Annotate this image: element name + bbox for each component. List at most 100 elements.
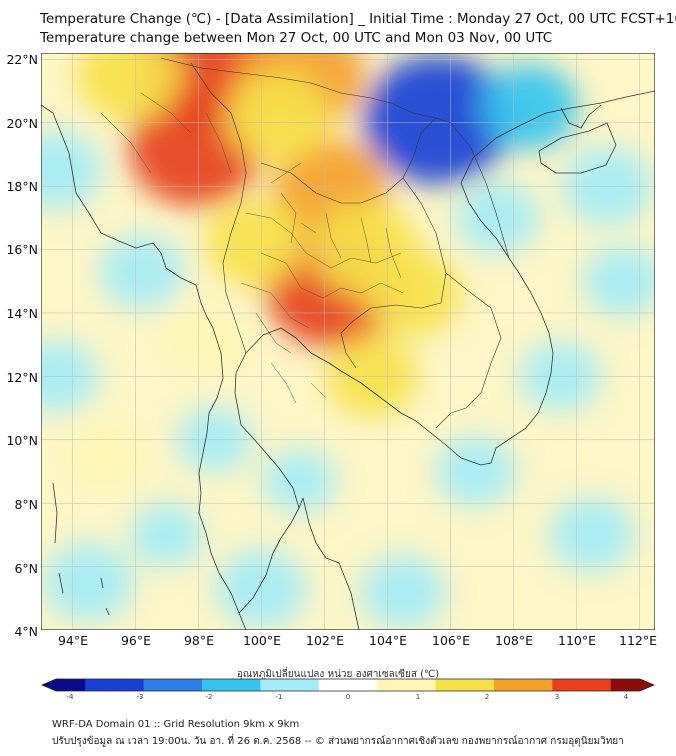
colorbar-segment [479, 679, 495, 691]
colorbar-min-extend [42, 679, 56, 691]
colorbar-segment [202, 679, 218, 691]
colorbar-segment [537, 679, 553, 691]
lon-label-104e: 104°E [368, 633, 408, 648]
cold-anomaly [480, 64, 578, 150]
lon-label-106e: 106°E [431, 633, 471, 648]
colorbar-segment [625, 679, 641, 691]
colorbar-segment [567, 679, 583, 691]
temperature-field [41, 53, 655, 629]
warm-anomaly [63, 420, 144, 491]
lat-label-20n: 20°N [6, 116, 38, 131]
colorbar-segment [508, 679, 524, 691]
colorbar-segment [581, 679, 597, 691]
colorbar-segment [187, 679, 203, 691]
colorbar-segment [362, 679, 378, 691]
border-china [160, 57, 437, 119]
colorbar-tick: 0 [345, 693, 351, 701]
colorbar-segment [450, 679, 466, 691]
border-thai-laos [260, 162, 447, 309]
border-cambodia-vietnam [435, 272, 502, 429]
coastline-myanmar-west [41, 104, 207, 316]
colorbar-segment [391, 679, 407, 691]
lat-label-8n: 8°N [14, 497, 38, 512]
colorbar-segment [435, 679, 451, 691]
colorbar [40, 678, 656, 692]
colorbar-segment [260, 679, 276, 691]
warm-anomaly [224, 70, 330, 163]
colorbar-segment [172, 679, 188, 691]
lon-label-96e: 96°E [120, 633, 152, 648]
province-lines [100, 92, 404, 404]
colorbar-segment [70, 679, 86, 691]
warm-anomaly [363, 251, 462, 337]
colorbar-segment [114, 679, 130, 691]
colorbar-segment [289, 679, 305, 691]
colorbar-tick: 2 [484, 693, 490, 701]
cold-anomaly [43, 543, 134, 622]
colorbar-segment [56, 679, 72, 691]
lat-label-14n: 14°N [6, 306, 38, 321]
coastline-tonkin [460, 90, 655, 259]
colorbar-tick: -1 [275, 693, 283, 701]
colorbar-segment [216, 679, 232, 691]
colorbar-segment [552, 679, 568, 691]
colorbar-segment [464, 679, 480, 691]
colorbar-segment [99, 679, 115, 691]
colorbar-max-extend [640, 679, 654, 691]
coastline-malaysia-west [238, 612, 247, 630]
colorbar-tick: -4 [66, 693, 74, 701]
colorbar-segment [231, 679, 247, 691]
colorbar-label: อุณหภูมิเปลี่ยนแปลง หน่วย องศาเซลเซียส (… [236, 669, 440, 680]
cold-anomaly [583, 246, 655, 317]
lat-label-10n: 10°N [6, 433, 38, 448]
coastline-peninsula-east [238, 497, 340, 614]
border-thai-cambodia [340, 304, 422, 369]
colorbar-tick: 3 [554, 693, 560, 701]
colorbar-segment [129, 679, 145, 691]
cold-anomaly [363, 55, 512, 185]
colorbar-segment [523, 679, 539, 691]
border-laos-vietnam [402, 117, 510, 259]
coastline-mekong-delta [430, 257, 554, 466]
colorbar-segments [42, 679, 654, 691]
lat-label-6n: 6°N [14, 561, 38, 576]
nicobar-islands [100, 577, 110, 616]
coastlines-and-borders [41, 57, 655, 630]
colorbar-segment [348, 679, 364, 691]
colorbar-segment [245, 679, 261, 691]
colorbar-segment [421, 679, 437, 691]
cold-anomaly [99, 234, 185, 309]
lon-label-94e: 94°E [57, 633, 89, 648]
map-title: Temperature Change (℃) - [Data Assimilat… [40, 11, 676, 27]
colorbar-tick: 1 [415, 693, 421, 701]
cold-anomaly [41, 131, 102, 210]
footer-credit: ปรับปรุงข้อมูล ณ เวลา 19:00น. วัน อา. ที… [52, 736, 624, 747]
coastline-gulf-thailand [234, 327, 432, 509]
colorbar-outline [40, 678, 656, 692]
cold-anomaly [360, 554, 446, 629]
lon-label-100e: 100°E [242, 633, 282, 648]
map-subtitle: Temperature change between Mon 27 Oct, 0… [40, 30, 553, 46]
colorbar-segment [610, 679, 626, 691]
lon-label-102e: 102°E [305, 633, 345, 648]
lat-label-22n: 22°N [6, 52, 38, 67]
coastline-myanmar-south [198, 314, 240, 614]
map-canvas [41, 53, 655, 630]
colorbar-segment [143, 679, 159, 691]
colorbar-segment [85, 679, 101, 691]
coastline-leizhou [560, 104, 602, 129]
temperature-change-map [41, 53, 655, 630]
warm-anomaly [163, 302, 247, 375]
coastline-hainan [538, 122, 617, 174]
lat-label-12n: 12°N [6, 370, 38, 385]
colorbar-tick: 4 [623, 693, 629, 701]
graticule [41, 53, 655, 630]
colorbar-segment [318, 679, 334, 691]
cold-anomaly [549, 497, 635, 572]
colorbar-tick: -2 [205, 693, 213, 701]
colorbar-segment [596, 679, 612, 691]
lat-label-4n: 4°N [14, 624, 38, 639]
andaman-islands [52, 482, 64, 594]
colorbar-segment [406, 679, 422, 691]
lon-label-98e: 98°E [183, 633, 215, 648]
